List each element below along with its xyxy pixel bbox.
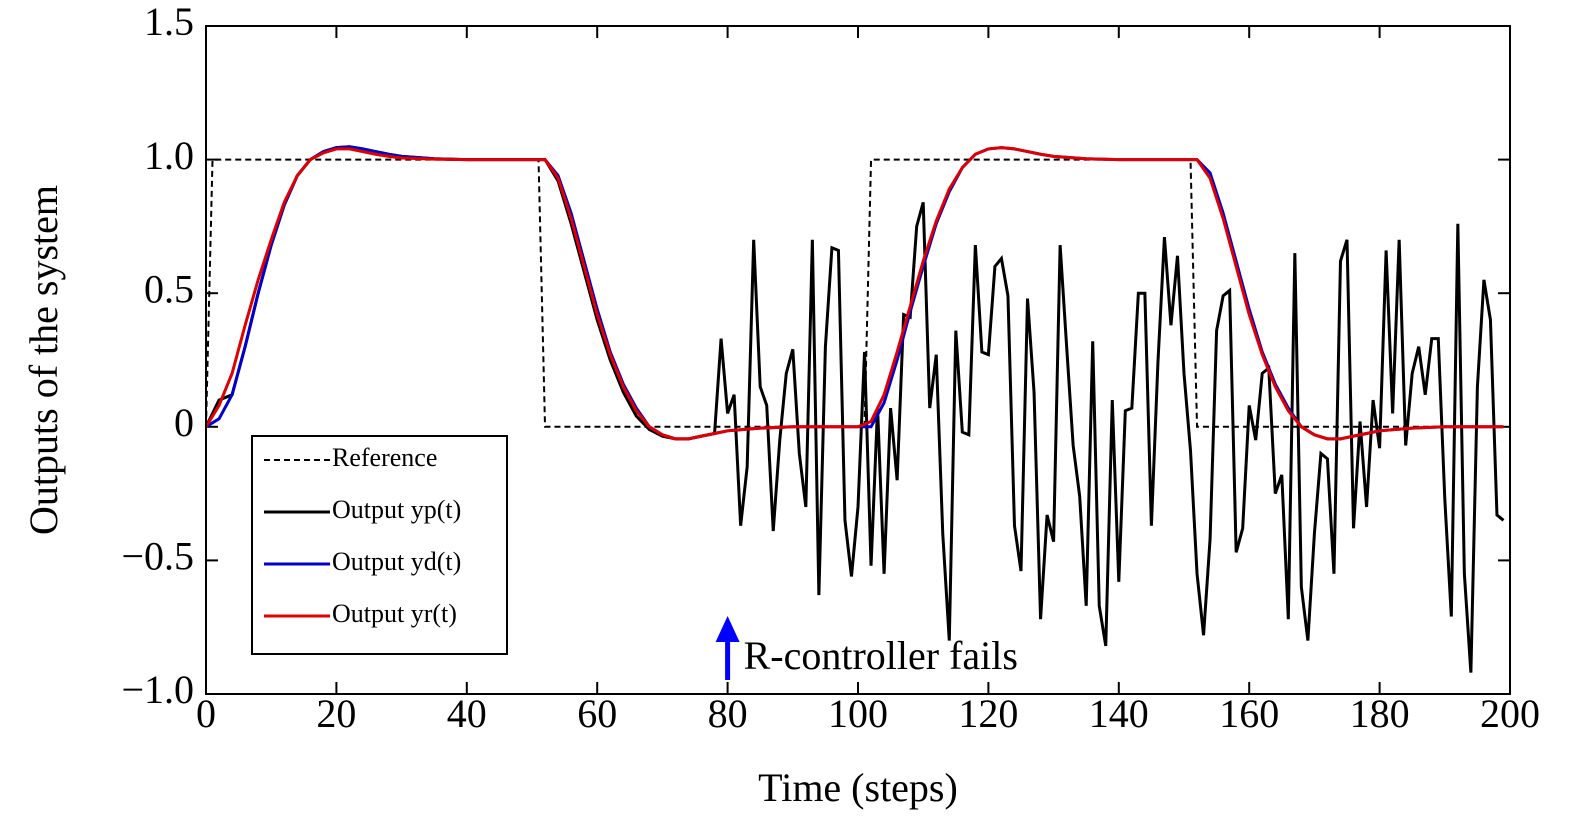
- x-tick-label: 20: [316, 691, 356, 736]
- y-tick-label: −1.0: [121, 667, 194, 712]
- annotation-text: R-controller fails: [744, 633, 1018, 678]
- legend-label: Reference: [332, 443, 437, 472]
- y-tick-label: 1.5: [144, 0, 194, 44]
- series-line: [206, 145, 1505, 673]
- x-tick-label: 100: [828, 691, 888, 736]
- legend-box: [251, 435, 508, 655]
- x-tick-label: 60: [577, 691, 617, 736]
- x-tick-label: 80: [708, 691, 748, 736]
- y-tick-label: 0: [174, 400, 194, 445]
- x-tick-label: 120: [958, 691, 1018, 736]
- legend-label: Output yp(t): [332, 495, 461, 524]
- x-axis-label: Time (steps): [758, 765, 958, 810]
- y-axis-label: Outputs of the system: [21, 185, 66, 535]
- legend-label: Output yd(t): [332, 547, 461, 576]
- legend-label: Output yr(t): [332, 599, 457, 628]
- series-line: [206, 146, 1504, 441]
- plot-frame: [205, 25, 1511, 695]
- y-tick-label: 1.0: [144, 133, 194, 178]
- series-line: [206, 145, 1504, 441]
- x-tick-label: 0: [196, 691, 216, 736]
- y-tick-label: 0.5: [144, 266, 194, 311]
- x-tick-label: 200: [1480, 691, 1540, 736]
- x-tick-label: 180: [1350, 691, 1410, 736]
- x-tick-label: 140: [1089, 691, 1149, 736]
- series-line: [206, 158, 1504, 428]
- x-tick-label: 160: [1219, 691, 1279, 736]
- y-tick-label: −0.5: [121, 534, 194, 579]
- x-tick-label: 40: [447, 691, 487, 736]
- annotation-arrowhead: [715, 616, 740, 642]
